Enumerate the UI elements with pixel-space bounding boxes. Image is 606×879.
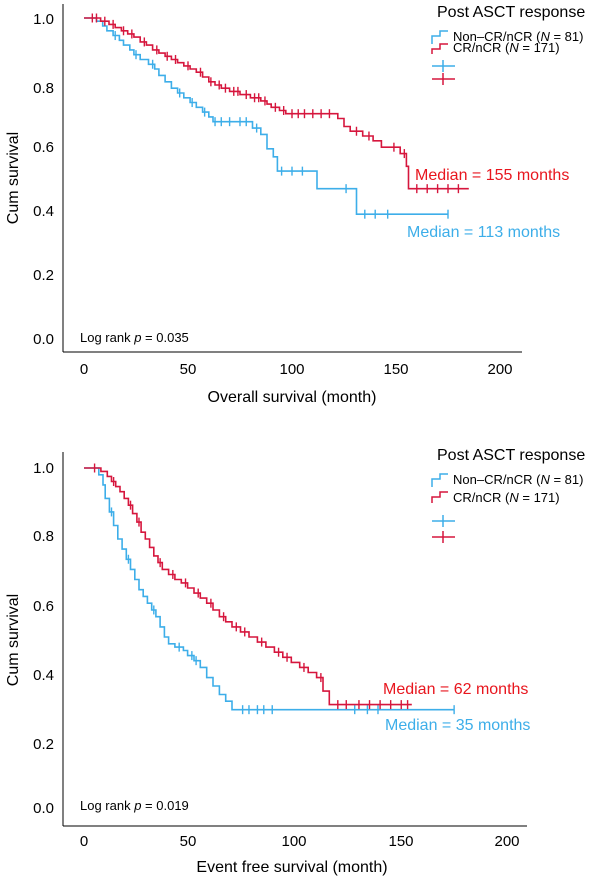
km-curve-non-cr <box>84 17 448 215</box>
legend-censor-cr <box>432 531 455 543</box>
legend-title: Post ASCT response <box>437 447 585 464</box>
legend-label: Non–CR/nCR (N = 81) <box>453 472 583 487</box>
y-tick-label: 0.0 <box>33 800 54 817</box>
plot-area <box>84 463 455 715</box>
y-tick-label: 0.6 <box>33 598 54 615</box>
x-axis-label: Event free survival (month) <box>196 859 387 876</box>
x-tick-label: 200 <box>494 833 519 850</box>
y-tick-labels: 1.0 0.8 0.6 0.4 0.2 0.0 <box>33 11 54 348</box>
y-tick-label: 0.2 <box>33 736 54 753</box>
legend: Post ASCT response Non–CR/nCR (N = 81) C… <box>431 4 585 85</box>
y-tick-labels: 1.0 0.8 0.6 0.4 0.2 0.0 <box>33 460 54 817</box>
y-tick-label: 0.8 <box>33 80 54 97</box>
y-tick-label: 1.0 <box>33 460 54 477</box>
legend-label: CR/nCR (N = 171) <box>453 490 560 505</box>
legend-label: CR/nCR (N = 171) <box>453 40 560 55</box>
legend-line-swatch <box>431 43 448 54</box>
x-tick-label: 150 <box>388 833 413 850</box>
legend-item-cr: CR/nCR (N = 171) <box>431 40 560 55</box>
legend: Post ASCT response Non–CR/nCR (N = 81) C… <box>431 447 585 543</box>
y-tick-label: 0.4 <box>33 667 54 684</box>
median-annotation-non-cr: Median = 113 months <box>407 224 560 241</box>
log-rank-label: Log rank p = 0.019 <box>80 798 189 813</box>
log-rank-label: Log rank p = 0.035 <box>80 330 189 345</box>
km-curve-cr <box>84 467 412 706</box>
legend-line-swatch <box>431 491 448 503</box>
x-tick-label: 150 <box>383 361 408 378</box>
km-curve-non-cr <box>84 467 455 711</box>
x-tick-label: 50 <box>180 833 197 850</box>
x-tick-label: 200 <box>487 361 512 378</box>
legend-censor-cr <box>432 73 455 85</box>
x-tick-label: 100 <box>279 361 304 378</box>
y-tick-label: 0.6 <box>33 139 54 156</box>
legend-censor-non-cr <box>432 60 455 72</box>
x-tick-labels: 0 50 100 150 200 <box>80 361 513 378</box>
median-annotation-cr: Median = 155 months <box>415 167 569 184</box>
x-tick-label: 50 <box>180 361 197 378</box>
legend-item-non-cr: Non–CR/nCR (N = 81) <box>431 472 583 487</box>
y-tick-label: 0.4 <box>33 203 54 220</box>
y-axis-label: Cum survival <box>5 132 22 224</box>
x-tick-labels: 0 50 100 150 200 <box>80 833 520 850</box>
x-tick-label: 0 <box>80 833 88 850</box>
chart-event-free-survival: 1.0 0.8 0.6 0.4 0.2 0.0 0 50 100 150 200… <box>5 447 585 876</box>
legend-line-swatch <box>431 473 448 487</box>
median-annotation-non-cr: Median = 35 months <box>385 717 530 734</box>
legend-label: Non–CR/nCR (N = 81) <box>453 29 583 44</box>
median-annotation-cr: Median = 62 months <box>383 681 528 698</box>
legend-line-swatch <box>431 30 448 44</box>
x-tick-label: 100 <box>281 833 306 850</box>
legend-censor-non-cr <box>432 515 455 527</box>
y-tick-label: 0.2 <box>33 267 54 284</box>
chart-overall-survival: 1.0 0.8 0.6 0.4 0.2 0.0 0 50 100 150 200… <box>5 4 585 406</box>
x-axis-label: Overall survival (month) <box>208 389 377 406</box>
km-curve-cr <box>84 17 469 190</box>
legend-title: Post ASCT response <box>437 4 585 21</box>
y-axis-label: Cum survival <box>5 594 22 686</box>
plot-area <box>84 13 469 219</box>
legend-item-cr: CR/nCR (N = 171) <box>431 490 560 505</box>
y-tick-label: 0.8 <box>33 528 54 545</box>
y-tick-label: 0.0 <box>33 331 54 348</box>
y-tick-label: 1.0 <box>33 11 54 28</box>
x-tick-label: 0 <box>80 361 88 378</box>
legend-item-non-cr: Non–CR/nCR (N = 81) <box>431 29 583 44</box>
